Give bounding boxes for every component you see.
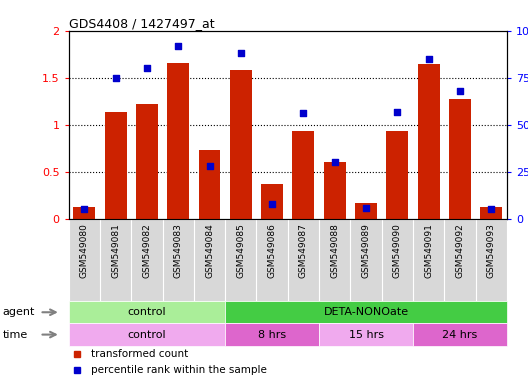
Bar — [225, 301, 507, 323]
Bar — [319, 323, 413, 346]
Text: transformed count: transformed count — [91, 349, 188, 359]
Text: GSM549092: GSM549092 — [456, 223, 465, 278]
Bar — [69, 323, 225, 346]
Text: control: control — [128, 307, 166, 317]
Bar — [167, 63, 189, 219]
Bar — [73, 207, 95, 219]
Bar — [136, 104, 158, 219]
Text: GSM549086: GSM549086 — [268, 223, 277, 278]
Text: DETA-NONOate: DETA-NONOate — [324, 307, 409, 317]
Bar — [230, 70, 252, 219]
Point — [268, 201, 276, 207]
Bar — [418, 64, 440, 219]
Point — [331, 159, 339, 166]
Text: GSM549082: GSM549082 — [143, 223, 152, 278]
Point — [362, 204, 370, 210]
Text: GSM549088: GSM549088 — [330, 223, 339, 278]
Point — [299, 111, 308, 117]
Point — [205, 163, 214, 169]
Bar — [480, 207, 502, 219]
Text: 15 hrs: 15 hrs — [348, 329, 383, 339]
Point — [111, 74, 120, 81]
Text: GSM549089: GSM549089 — [362, 223, 371, 278]
Bar — [449, 99, 471, 219]
Bar — [261, 184, 283, 219]
Point — [174, 43, 183, 49]
Point — [456, 88, 464, 94]
Text: GSM549091: GSM549091 — [424, 223, 433, 278]
Text: control: control — [128, 329, 166, 339]
Text: agent: agent — [3, 307, 35, 317]
Text: 8 hrs: 8 hrs — [258, 329, 286, 339]
Text: GDS4408 / 1427497_at: GDS4408 / 1427497_at — [69, 17, 214, 30]
Point — [237, 50, 245, 56]
Bar — [386, 131, 408, 219]
Point — [425, 56, 433, 62]
Point — [393, 109, 402, 115]
Point — [80, 206, 89, 212]
Point — [487, 206, 495, 212]
Bar — [413, 323, 507, 346]
Text: GSM549080: GSM549080 — [80, 223, 89, 278]
Text: GSM549081: GSM549081 — [111, 223, 120, 278]
Text: GSM549090: GSM549090 — [393, 223, 402, 278]
Bar — [225, 323, 319, 346]
Text: GSM549084: GSM549084 — [205, 223, 214, 278]
Bar — [293, 131, 314, 219]
Point — [143, 65, 151, 71]
Bar — [69, 301, 225, 323]
Text: GSM549085: GSM549085 — [237, 223, 246, 278]
Text: GSM549093: GSM549093 — [487, 223, 496, 278]
Text: GSM549083: GSM549083 — [174, 223, 183, 278]
Bar — [324, 162, 346, 219]
Bar — [355, 203, 377, 219]
Text: time: time — [3, 329, 28, 339]
Bar — [199, 150, 221, 219]
Text: percentile rank within the sample: percentile rank within the sample — [91, 364, 267, 375]
Text: GSM549087: GSM549087 — [299, 223, 308, 278]
Bar — [105, 112, 127, 219]
Text: 24 hrs: 24 hrs — [442, 329, 477, 339]
